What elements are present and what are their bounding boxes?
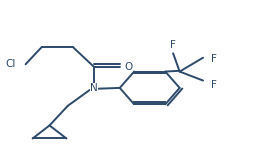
- Text: F: F: [170, 40, 176, 49]
- Text: O: O: [124, 62, 133, 72]
- Text: Cl: Cl: [5, 59, 16, 69]
- Text: N: N: [90, 83, 98, 93]
- Text: F: F: [211, 80, 217, 90]
- Text: F: F: [211, 53, 217, 64]
